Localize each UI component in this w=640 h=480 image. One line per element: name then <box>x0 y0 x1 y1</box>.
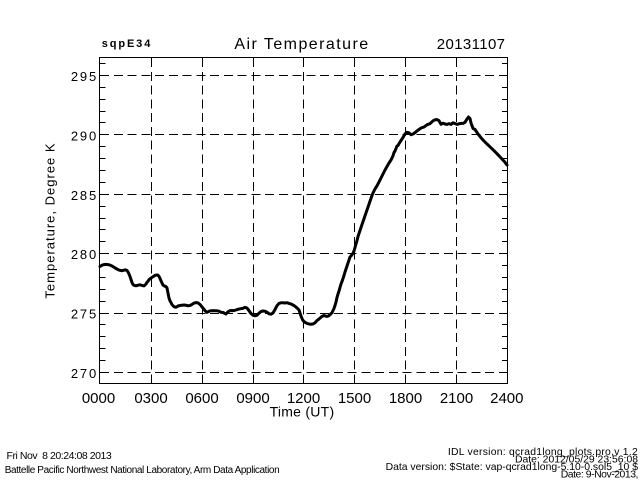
svg-text:IDL version: qcrad1long_plots.: IDL version: qcrad1long_plots.pro,v 1.2 <box>448 447 638 458</box>
svg-text:290: 290 <box>71 128 98 143</box>
svg-text:280: 280 <box>71 247 98 262</box>
svg-text:20131107: 20131107 <box>437 36 506 53</box>
svg-text:0600: 0600 <box>185 390 218 407</box>
svg-text:285: 285 <box>71 188 98 203</box>
svg-text:Date: 9-Nov-2013,: Date: 9-Nov-2013, <box>561 470 638 480</box>
svg-text:Fri Nov 8 20:24:08 2013: Fri Nov 8 20:24:08 2013 <box>7 450 112 462</box>
svg-text:Air Temperature: Air Temperature <box>234 36 369 53</box>
svg-text:270: 270 <box>71 366 98 381</box>
svg-text:1200: 1200 <box>287 390 320 407</box>
svg-text:0300: 0300 <box>134 390 167 407</box>
svg-text:295: 295 <box>71 69 98 84</box>
svg-text:Date: 2012/05/29 23:56:08: Date: 2012/05/29 23:56:08 <box>515 455 638 466</box>
svg-text:0000: 0000 <box>82 390 115 407</box>
svg-text:0900: 0900 <box>236 390 269 407</box>
svg-text:Data version: $State: vap-qcra: Data version: $State: vap-qcrad1long-5.1… <box>386 462 639 473</box>
svg-text:1500: 1500 <box>338 390 371 407</box>
svg-text:Temperature, Degree K: Temperature, Degree K <box>43 142 58 298</box>
svg-text:1800: 1800 <box>389 390 422 407</box>
svg-text:Time (UT): Time (UT) <box>270 404 335 420</box>
svg-text:2100: 2100 <box>440 390 473 407</box>
svg-text:Battelle Pacific Northwest Nat: Battelle Pacific Northwest National Labo… <box>5 465 280 476</box>
svg-text:275: 275 <box>71 307 98 322</box>
svg-text:sqpE34: sqpE34 <box>102 38 153 50</box>
svg-text:2400: 2400 <box>490 390 523 407</box>
